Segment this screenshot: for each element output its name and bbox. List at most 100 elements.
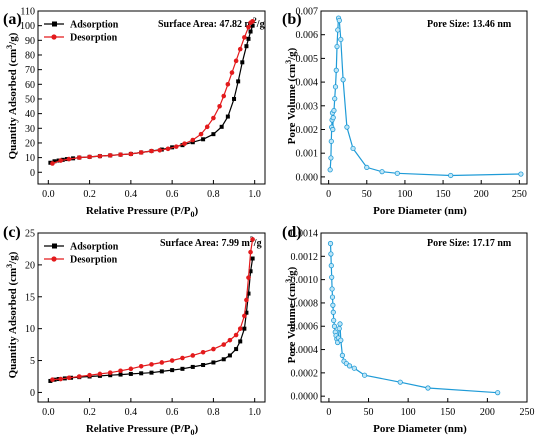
data-point-adsorption-a	[219, 124, 224, 129]
data-point-desorption-a	[182, 141, 187, 146]
data-point-pore-volume-d	[330, 309, 336, 315]
x-tick-label-a: 0.0	[42, 189, 55, 200]
data-point-adsorption-c	[180, 366, 185, 371]
data-point-desorption-a	[149, 148, 154, 154]
y-tick-label-d: 0.0014	[291, 229, 319, 240]
data-point-pore-volume-d	[336, 325, 342, 332]
y-tick-label-b: 0.000	[296, 172, 319, 183]
data-point-pore-volume-b	[379, 169, 385, 175]
data-point-pore-volume-d	[329, 274, 335, 280]
data-point-adsorption-c	[238, 339, 243, 344]
x-tick-label-b: 50	[362, 189, 372, 200]
x-tick-label-d: 200	[480, 407, 495, 418]
data-point-pore-volume-d	[339, 352, 345, 358]
y-tick-label-d: 0.0010	[291, 275, 319, 286]
x-axis-label-a: Relative Pressure (P/P0)	[86, 205, 199, 219]
data-point-pore-volume-b	[328, 155, 334, 161]
data-point-desorption-c	[200, 349, 206, 355]
x-tick-label-a: 1.0	[248, 189, 261, 200]
data-point-pore-volume-d	[329, 286, 335, 292]
data-point-pore-volume-d	[330, 302, 336, 308]
x-tick-label-c: 0.6	[166, 407, 179, 418]
data-point-desorption-a	[221, 93, 227, 99]
data-point-desorption-a	[157, 147, 163, 153]
data-point-desorption-a	[66, 156, 72, 162]
x-tick-label-b: 200	[474, 189, 489, 200]
data-point-adsorption-c	[227, 353, 232, 358]
data-point-pore-volume-b	[344, 124, 350, 130]
data-point-pore-volume-d	[495, 390, 501, 396]
y-tick-label-b: 0.002	[296, 125, 319, 136]
data-point-desorption-a	[211, 115, 216, 121]
data-point-desorption-c	[97, 371, 103, 377]
x-tick-label-d: 100	[401, 407, 416, 418]
data-point-desorption-a	[50, 161, 55, 166]
data-point-pore-volume-b	[335, 27, 341, 33]
y-axis-label-d: Pore Volume (cm3/g)	[284, 266, 298, 363]
y-tick-label-c: 5	[30, 356, 35, 367]
data-point-adsorption-c	[149, 370, 154, 375]
y-tick-label-a: 70	[25, 65, 35, 76]
data-point-desorption-c	[58, 376, 63, 382]
plot-frame-a	[37, 10, 266, 185]
data-point-adsorption-c	[118, 372, 123, 377]
y-axis-label-c: Quantity Adsorbed (cm3/g)	[5, 251, 19, 378]
data-point-desorption-c	[50, 377, 55, 382]
data-point-desorption-c	[169, 358, 175, 363]
data-point-desorption-a	[204, 124, 210, 130]
x-tick-label-a: 0.4	[125, 189, 138, 200]
y-tick-label-a: 80	[25, 50, 35, 61]
data-point-desorption-a	[242, 35, 247, 40]
plot-frame-c	[37, 232, 266, 403]
x-tick-label-c: 1.0	[248, 407, 261, 418]
x-tick-label-c: 0.2	[83, 407, 96, 418]
data-point-desorption-a	[138, 150, 144, 155]
data-point-desorption-a	[229, 70, 235, 75]
data-point-desorption-a	[128, 151, 134, 157]
data-point-desorption-c	[138, 363, 144, 369]
panel-label-c: (c)	[3, 224, 21, 241]
data-point-desorption-c	[248, 249, 253, 255]
legend-marker-desorption-c	[51, 256, 57, 262]
data-point-adsorption-c	[159, 369, 164, 374]
data-point-adsorption-a	[225, 114, 230, 119]
plot-frame-d	[320, 232, 528, 403]
y-tick-label-a: 90	[25, 36, 35, 47]
data-point-desorption-a	[165, 146, 171, 152]
x-tick-label-b: 100	[397, 189, 412, 200]
x-tick-label-a: 0.2	[83, 189, 96, 200]
data-point-desorption-a	[107, 153, 113, 158]
data-point-desorption-c	[250, 237, 255, 242]
data-point-desorption-c	[211, 346, 216, 352]
panel-b: (b) Pore Diameter (nm) Pore Volume (cm3/…	[282, 7, 528, 217]
data-point-adsorption-c	[201, 363, 206, 368]
y-tick-label-a: 110	[20, 7, 35, 18]
y-tick-label-b: 0.001	[296, 149, 319, 160]
data-point-adsorption-c	[211, 360, 216, 365]
panel-d: (d) Pore Diameter (nm) Pore Volume (cm3/…	[282, 224, 535, 435]
y-tick-label-d: 0.0006	[291, 322, 319, 333]
data-point-desorption-a	[198, 131, 204, 137]
data-point-pore-volume-b	[330, 115, 336, 121]
data-point-desorption-c	[66, 375, 72, 381]
x-tick-label-c: 0.0	[42, 407, 55, 418]
data-point-desorption-a	[190, 137, 196, 143]
data-point-desorption-c	[244, 297, 249, 303]
data-point-desorption-c	[107, 370, 113, 375]
data-point-desorption-c	[128, 366, 134, 372]
legend-marker-desorption-a	[51, 34, 57, 40]
y-tick-label-a: 10	[25, 153, 35, 164]
y-tick-label-d: 0.0002	[291, 368, 319, 379]
data-point-pore-volume-d	[346, 363, 353, 369]
data-point-pore-volume-b	[328, 138, 334, 144]
data-point-pore-volume-b	[448, 172, 454, 179]
data-point-pore-volume-d	[328, 263, 334, 269]
y-tick-label-d: 0.0004	[291, 345, 319, 356]
data-point-adsorption-a	[236, 79, 241, 84]
data-point-desorption-a	[173, 144, 179, 149]
data-point-pore-volume-d	[425, 385, 431, 391]
data-point-adsorption-a	[52, 159, 57, 164]
data-point-adsorption-a	[240, 60, 245, 65]
data-point-adsorption-c	[221, 357, 226, 362]
legend-label-desorption-c: Desorption	[70, 255, 118, 266]
